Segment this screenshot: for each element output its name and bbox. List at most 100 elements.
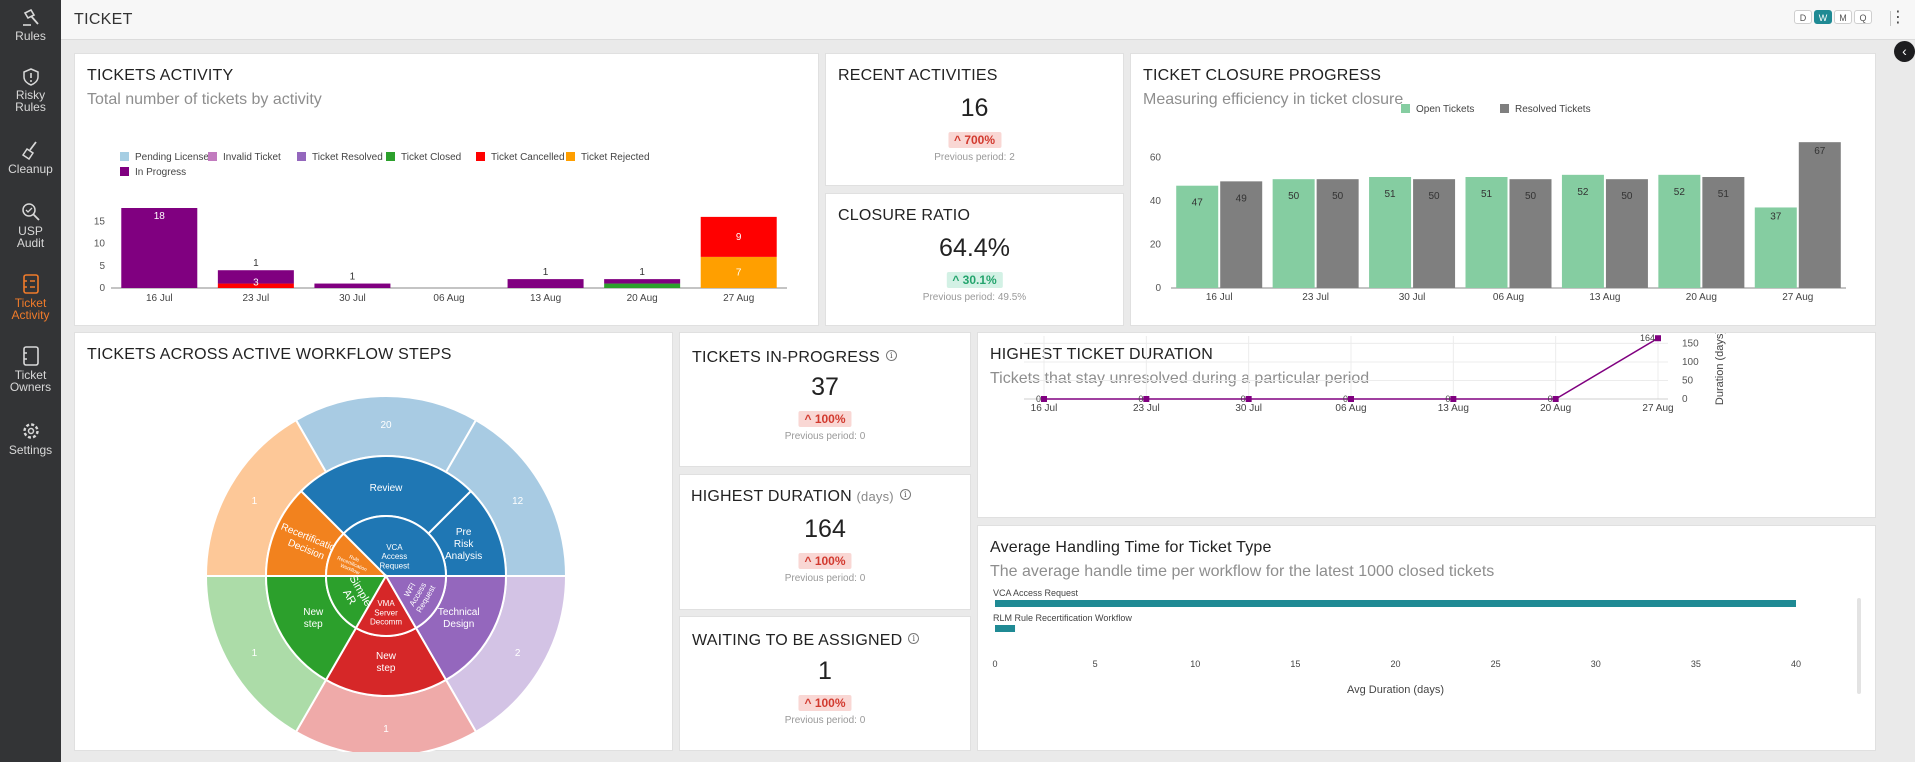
sidebar-item-ticket-owners[interactable]: Ticket Owners xyxy=(0,346,61,393)
info-icon[interactable]: i xyxy=(908,633,920,644)
tickets-activity-chart: Pending License Invalid Ticket Ticket Reso… xyxy=(94,152,787,304)
bar xyxy=(1702,177,1745,288)
scrollbar[interactable] xyxy=(1857,598,1861,694)
point-label: 0 xyxy=(1241,394,1246,404)
sidebar-item-ticket-activity[interactable]: Ticket Activity xyxy=(0,274,61,321)
x-tick-label: 30 Jul xyxy=(339,293,366,304)
change-badge: ^ 100% xyxy=(798,411,852,427)
sidebar-item-label: Rules xyxy=(15,100,46,114)
outer-segment-label: 20 xyxy=(380,420,392,431)
x-tick-label: 13 Aug xyxy=(1438,403,1469,414)
card-title-unit: (days) xyxy=(856,489,894,504)
x-tick-label: 06 Aug xyxy=(1335,403,1366,414)
card-title: CLOSURE RATIO xyxy=(838,207,971,224)
bar xyxy=(995,600,1796,607)
y-tick-label: 60 xyxy=(1150,152,1162,163)
avg-handling-time-chart: VCA Access Request RLM Rule Recertificati… xyxy=(992,588,1801,696)
legend-swatch xyxy=(476,152,485,161)
ticket-owners-icon xyxy=(22,346,39,366)
legend-label: Ticket Closed xyxy=(401,152,461,163)
period-day-button[interactable]: D xyxy=(1794,10,1812,24)
sidebar-item-usp-audit[interactable]: USP Audit xyxy=(0,202,61,249)
x-tick-label: 25 xyxy=(1491,659,1501,669)
sidebar-item-settings[interactable]: Settings xyxy=(0,421,61,456)
x-tick-label: 30 xyxy=(1591,659,1601,669)
bar-value-label: 51 xyxy=(1481,189,1493,200)
middle-segment-label: New step xyxy=(303,607,324,630)
x-tick-label: 27 Aug xyxy=(1642,403,1673,414)
period-week-button[interactable]: W xyxy=(1814,10,1832,24)
tickets-activity-card: TICKETS ACTIVITY Total number of tickets… xyxy=(74,53,819,326)
point-label: 0 xyxy=(1548,394,1553,404)
ticket-closure-chart: Open Tickets Resolved Tickets 0 20 40 60 47 49 1… xyxy=(1150,104,1846,303)
info-icon[interactable]: i xyxy=(885,350,897,361)
x-tick-label: 0 xyxy=(992,659,997,669)
sidebar-item-label: Ticket xyxy=(14,296,47,310)
outer-segment-label: 12 xyxy=(512,496,524,507)
sidebar-item-risky-rules[interactable]: Risky Rules xyxy=(0,68,61,113)
middle-segment-label: Pre Risk Analysis xyxy=(445,527,482,562)
card-title-text: TICKETS IN-PROGRESS xyxy=(692,349,880,366)
x-tick-label: 27 Aug xyxy=(1782,292,1813,303)
change-value: 700% xyxy=(964,133,996,147)
outer-segment-label: 2 xyxy=(515,648,521,659)
more-options-icon[interactable]: ⋮ xyxy=(1890,9,1906,26)
bar-value-label: 18 xyxy=(154,211,166,222)
legend-label: Invalid Ticket xyxy=(223,152,281,163)
line-point xyxy=(1552,396,1559,402)
bar-segment xyxy=(121,208,198,288)
workflow-sunburst-chart: 20 12 2 1 1 1 Review Pre Risk Analysis Technical De… xyxy=(204,395,568,752)
inner-segment xyxy=(324,575,388,630)
bar-segment xyxy=(604,279,681,284)
card-subtitle: Measuring efficiency in ticket closure xyxy=(1143,91,1404,108)
previous-period: Previous period: 0 xyxy=(784,431,866,442)
sidebar-item-cleanup[interactable]: Cleanup xyxy=(0,140,61,175)
card-title: TICKET CLOSURE PROGRESS xyxy=(1143,67,1382,84)
y-tick-label: 50 xyxy=(1682,375,1694,386)
line-point xyxy=(1143,396,1150,402)
legend-swatch xyxy=(1500,104,1509,113)
bar-value-label: 51 xyxy=(1718,189,1730,200)
x-tick-label: 35 xyxy=(1691,659,1701,669)
bar xyxy=(1605,179,1648,288)
bar-segment xyxy=(217,270,294,284)
inner-segment-label: VMA Server Decomm xyxy=(370,599,402,626)
x-tick-label: 23 Jul xyxy=(1133,403,1160,414)
bar-value-label: 50 xyxy=(1621,191,1633,202)
gavel-icon xyxy=(22,9,39,26)
page-title: TICKET xyxy=(74,11,133,28)
highest-ticket-duration-card: HIGHEST TICKET DURATION Tickets that sta… xyxy=(977,332,1876,518)
legend-swatch xyxy=(566,152,575,161)
x-tick-label: 30 Jul xyxy=(1235,403,1262,414)
collapse-panel-button[interactable]: ‹ xyxy=(1894,41,1915,62)
sidebar-item-label: Rules xyxy=(15,29,46,43)
x-tick-label: 16 Jul xyxy=(146,293,173,304)
arrow-up-icon: ^ xyxy=(804,412,815,426)
closure-ratio-value: 64.4% xyxy=(939,234,1010,262)
arrow-up-icon: ^ xyxy=(804,554,815,568)
line-chart-plot: 0 50 100 150 16 Jul 23 Jul 30 Jul 06 Aug 13 Aug 2… xyxy=(1024,333,1726,414)
period-month-button[interactable]: M xyxy=(1834,10,1852,24)
in-progress-value: 37 xyxy=(811,373,839,401)
bar xyxy=(1754,207,1797,288)
bar-segment xyxy=(604,283,681,288)
bar-value-label: 47 xyxy=(1192,198,1204,209)
period-quarter-button[interactable]: Q xyxy=(1854,10,1872,24)
y-tick-label: 10 xyxy=(94,239,106,250)
bar-value-label: 1 xyxy=(543,267,549,278)
arrow-up-icon: ^ xyxy=(952,273,963,287)
card-title: TICKETS ACTIVITY xyxy=(87,67,234,84)
info-icon[interactable]: i xyxy=(899,489,911,500)
sidebar-item-label: Risky xyxy=(15,88,46,102)
legend-label: In Progress xyxy=(135,167,186,178)
x-tick-label: 23 Jul xyxy=(1302,292,1329,303)
bar-value-label: 1 xyxy=(350,272,356,283)
change-value: 100% xyxy=(814,412,846,426)
waiting-value: 1 xyxy=(818,657,832,685)
legend-swatch xyxy=(297,152,306,161)
outer-segment-label: 1 xyxy=(383,724,389,735)
sidebar-item-rules[interactable]: Rules xyxy=(0,9,61,42)
legend-label: Ticket Cancelled xyxy=(491,152,565,163)
previous-period: Previous period: 2 xyxy=(934,152,1015,163)
sidebar-item-label: Cleanup xyxy=(8,162,53,176)
